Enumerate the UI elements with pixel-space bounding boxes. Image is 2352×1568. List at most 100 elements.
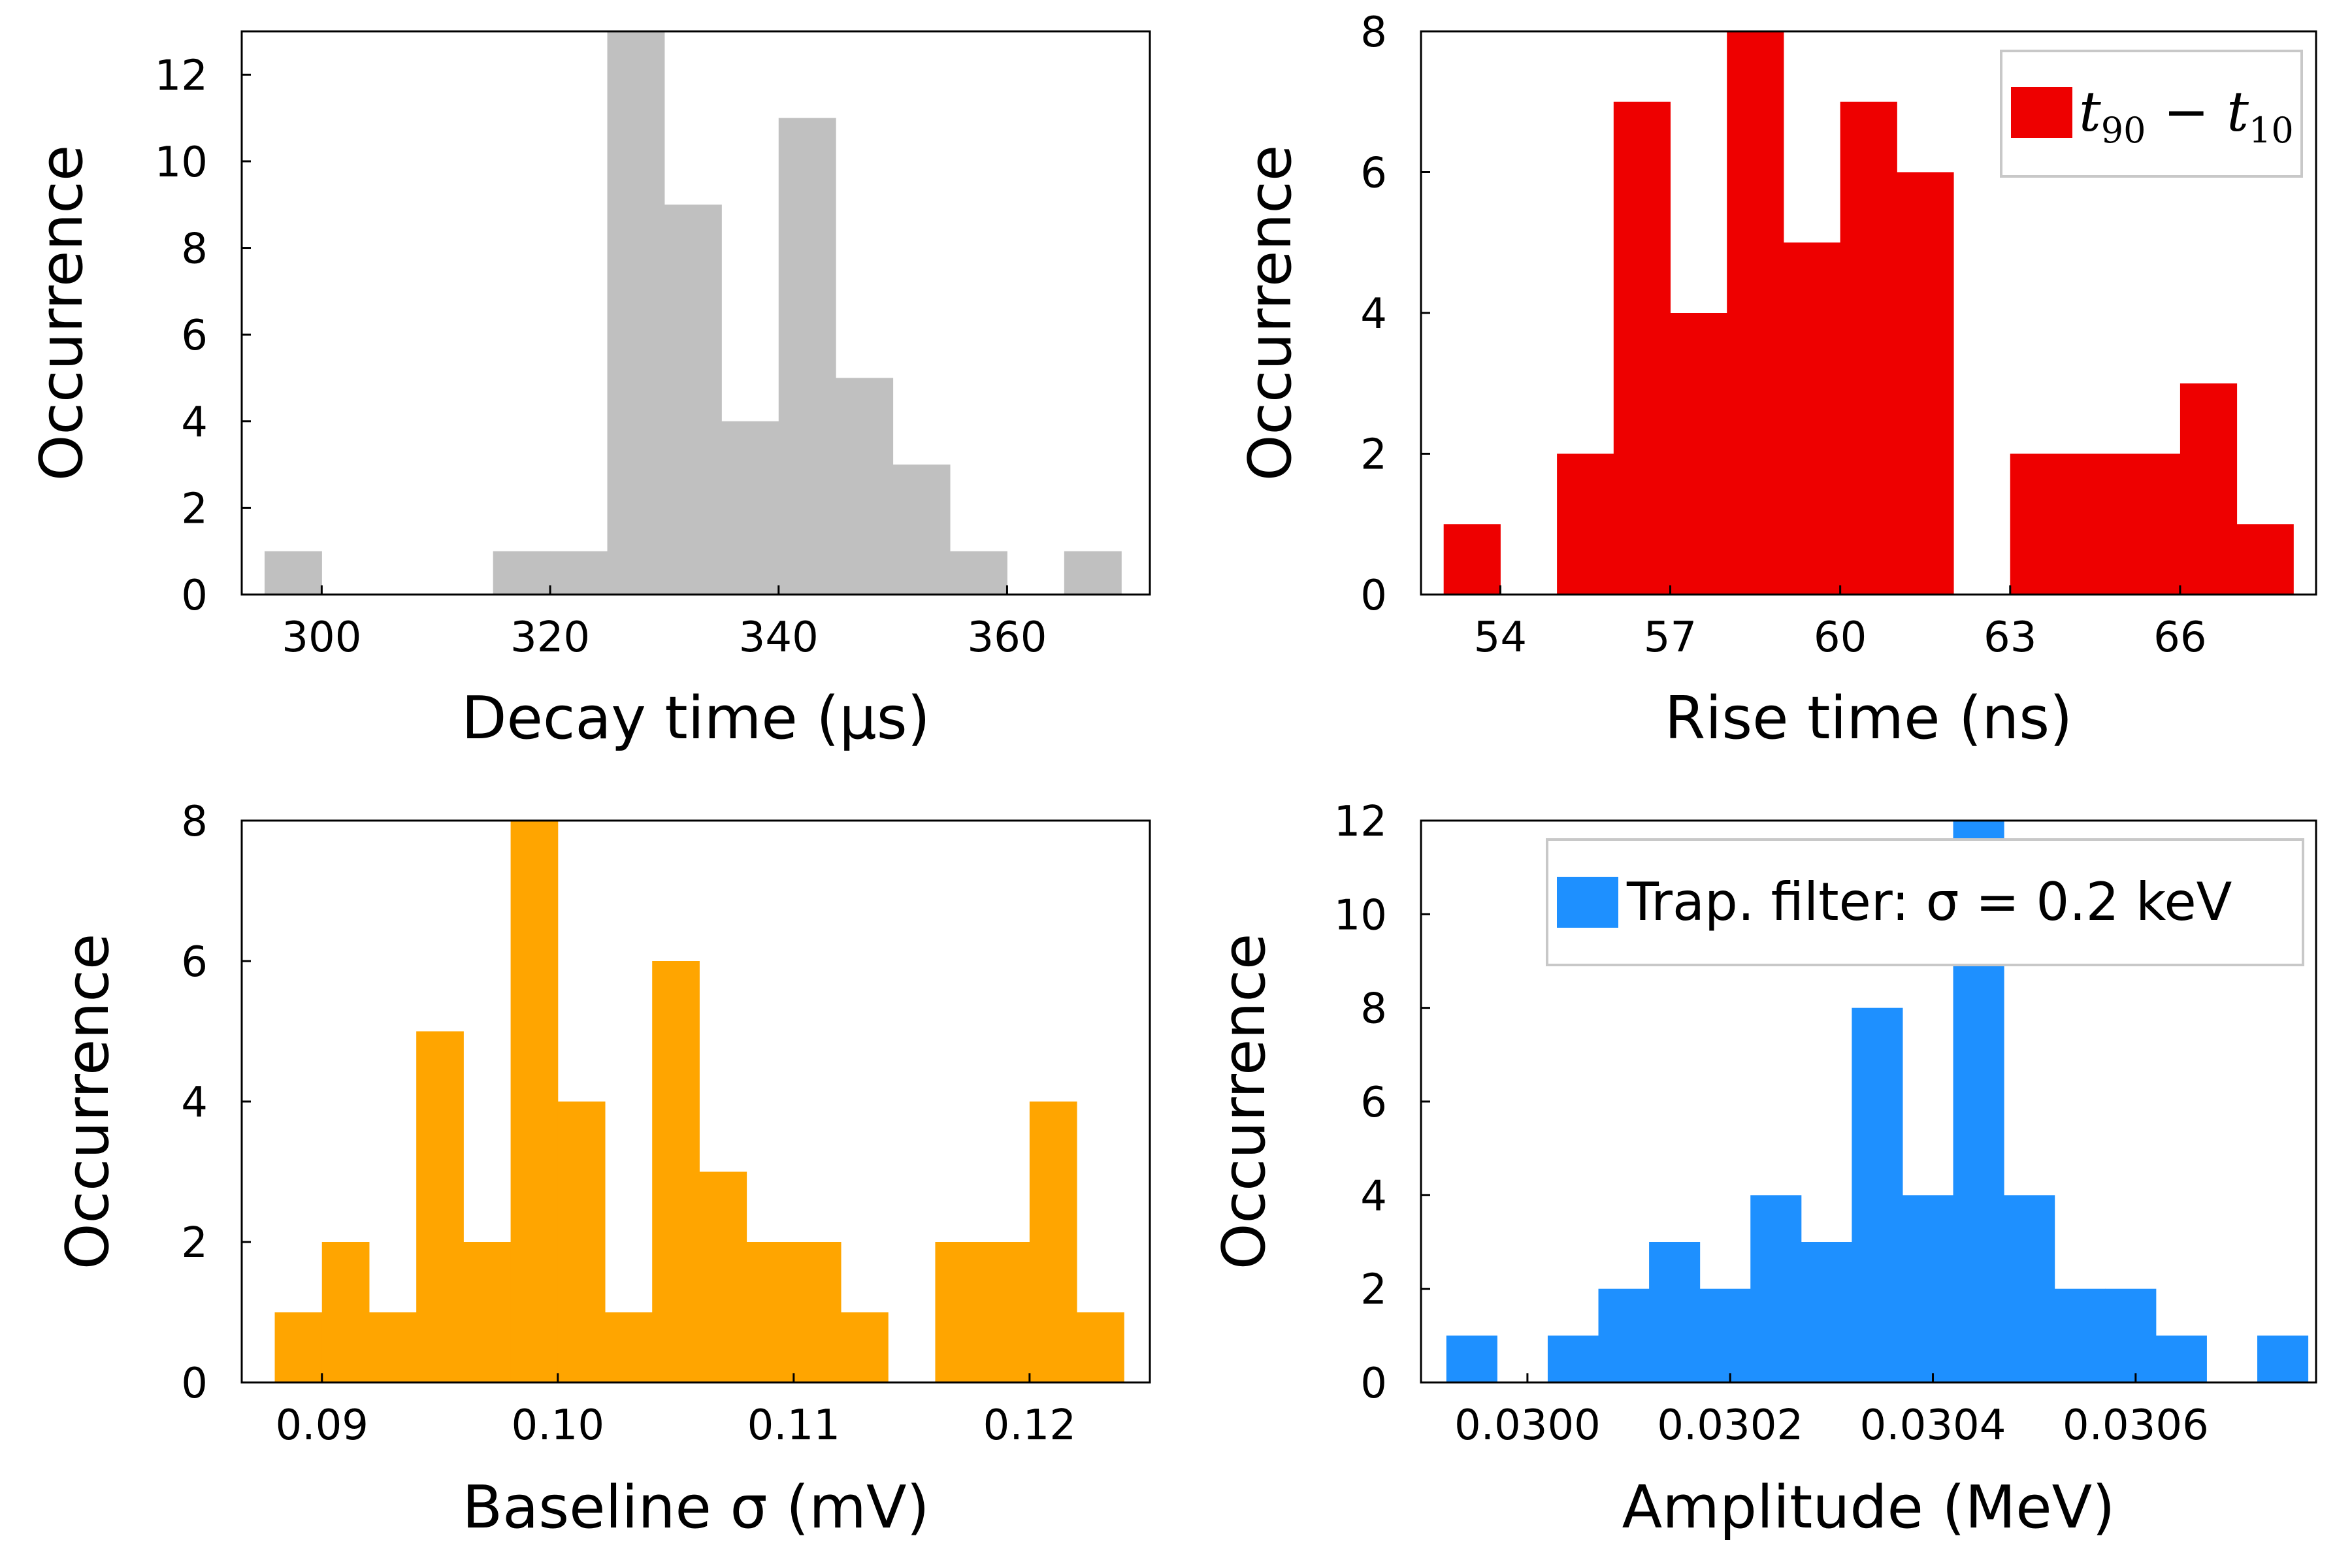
x-axis-ticks: 0.0300 0.0302 0.0304 0.0306 — [1454, 1373, 2209, 1450]
histogram-bar — [950, 551, 1007, 595]
histogram-bars-group — [1443, 31, 2294, 595]
histogram-bar — [778, 118, 836, 595]
histogram-bar — [510, 821, 559, 1382]
histogram-bar — [1557, 453, 1614, 595]
x-tick-label: 320 — [510, 613, 590, 662]
y-axis-label: Occurrence — [27, 145, 96, 482]
histogram-bar — [1902, 1195, 1954, 1382]
histogram-bar — [2054, 1288, 2106, 1382]
x-tick-label: 0.12 — [983, 1401, 1077, 1450]
y-tick-label: 0 — [1360, 1360, 1387, 1408]
histogram-bars-group — [274, 821, 1124, 1382]
histogram-bar — [2105, 1288, 2157, 1382]
histogram-bar — [1727, 31, 1784, 595]
x-axis-ticks: 54 57 60 63 66 — [1474, 585, 2207, 662]
legend-swatch — [2011, 87, 2072, 138]
y-tick-label: 4 — [1360, 290, 1387, 338]
histogram-bar — [2257, 1335, 2309, 1382]
legend-math-main-a: t — [2079, 80, 2101, 144]
histogram-bar — [2236, 524, 2294, 595]
histogram-bar — [2004, 1195, 2055, 1382]
histogram-bar — [274, 1312, 323, 1382]
y-tick-label: 2 — [181, 485, 208, 533]
histogram-bars-group — [1446, 821, 2309, 1382]
histogram-bar — [1443, 524, 1501, 595]
x-axis-label: Decay time (µs) — [461, 684, 930, 753]
x-tick-label: 63 — [1984, 613, 2036, 662]
y-tick-label: 8 — [1360, 985, 1387, 1034]
y-tick-label: 8 — [181, 798, 208, 846]
histogram-bar — [982, 1242, 1030, 1382]
histogram-bar — [746, 1242, 794, 1382]
histogram-bar — [463, 1242, 512, 1382]
histogram-bar — [892, 465, 951, 595]
histogram-bar — [2066, 453, 2124, 595]
y-tick-label: 8 — [1360, 8, 1387, 57]
y-axis-label: Occurrence — [54, 934, 122, 1270]
histogram-bar — [1077, 1312, 1124, 1382]
histogram-bar — [2155, 1335, 2207, 1382]
histogram-bar — [493, 551, 551, 595]
x-tick-label: 0.0304 — [1860, 1401, 2006, 1450]
y-tick-label: 12 — [155, 52, 208, 100]
panel-baseline-sigma: 0.09 0.10 0.11 0.12 0 2 4 6 8 Baseline σ (mV) O… — [54, 798, 1151, 1542]
legend-math-sub-b: 10 — [2249, 110, 2294, 151]
y-tick-label: 6 — [181, 938, 208, 987]
y-tick-label: 6 — [1360, 150, 1387, 198]
histogram-bar — [1613, 101, 1671, 595]
x-tick-label: 360 — [967, 613, 1047, 662]
legend-label: t90 − t10 — [2079, 80, 2294, 151]
x-axis-ticks: 300 320 340 360 — [282, 585, 1047, 662]
histogram-bar — [416, 1031, 464, 1382]
x-tick-label: 66 — [2153, 613, 2206, 662]
histogram-bar — [2180, 383, 2238, 595]
y-tick-label: 2 — [1360, 431, 1387, 480]
histogram-bar — [550, 551, 608, 595]
histogram-bars-group — [264, 31, 1122, 595]
panel-rise-time: 54 57 60 63 66 0 2 4 6 8 Rise time (ns) Occurren… — [1236, 8, 2317, 753]
y-tick-label: 4 — [181, 399, 208, 447]
legend: t90 − t10 — [2000, 50, 2303, 178]
y-tick-label: 10 — [155, 139, 208, 187]
histogram-bar — [664, 204, 722, 595]
histogram-bar — [557, 1102, 606, 1382]
histogram-bar — [607, 31, 665, 595]
y-tick-label: 12 — [1334, 798, 1387, 846]
x-tick-label: 0.0306 — [2063, 1401, 2209, 1450]
x-tick-label: 57 — [1644, 613, 1697, 662]
y-tick-label: 4 — [1360, 1172, 1387, 1220]
histogram-bar — [264, 551, 322, 595]
y-axis-ticks: 0 2 4 6 8 — [181, 798, 251, 1408]
histogram-bar — [1783, 242, 1841, 595]
y-tick-label: 2 — [1360, 1266, 1387, 1315]
histogram-bar — [836, 378, 894, 595]
histogram-bar — [1064, 551, 1122, 595]
y-axis-ticks: 0 2 4 6 8 — [1360, 8, 1430, 620]
histogram-bar — [1840, 101, 1897, 595]
legend-label: Trap. filter: σ = 0.2 keV — [1626, 872, 2232, 932]
legend-math-main-b: t — [2227, 80, 2249, 144]
histogram-bar — [2010, 453, 2067, 595]
y-tick-label: 4 — [181, 1079, 208, 1127]
x-axis-label: Baseline σ (mV) — [462, 1473, 929, 1542]
histogram-bar — [793, 1242, 841, 1382]
histogram-bar — [652, 961, 700, 1382]
histogram-bar — [699, 1171, 747, 1382]
plot-frame — [240, 30, 1151, 596]
y-tick-label: 0 — [181, 572, 208, 620]
y-tick-label: 8 — [181, 225, 208, 274]
histogram-bar — [321, 1242, 370, 1382]
x-axis-label: Rise time (ns) — [1665, 684, 2073, 753]
histogram-bar — [1801, 1242, 1852, 1382]
histogram-bar — [1029, 1102, 1077, 1382]
y-tick-label: 6 — [1360, 1079, 1387, 1127]
y-tick-label: 6 — [181, 312, 208, 360]
y-axis-ticks: 0 2 4 6 8 10 12 — [155, 52, 251, 620]
y-tick-label: 2 — [181, 1219, 208, 1267]
x-tick-label: 340 — [739, 613, 819, 662]
histogram-bar — [1598, 1288, 1650, 1382]
x-tick-label: 0.0302 — [1657, 1401, 1803, 1450]
histogram-bar — [721, 421, 779, 595]
y-tick-label: 0 — [1360, 572, 1387, 620]
